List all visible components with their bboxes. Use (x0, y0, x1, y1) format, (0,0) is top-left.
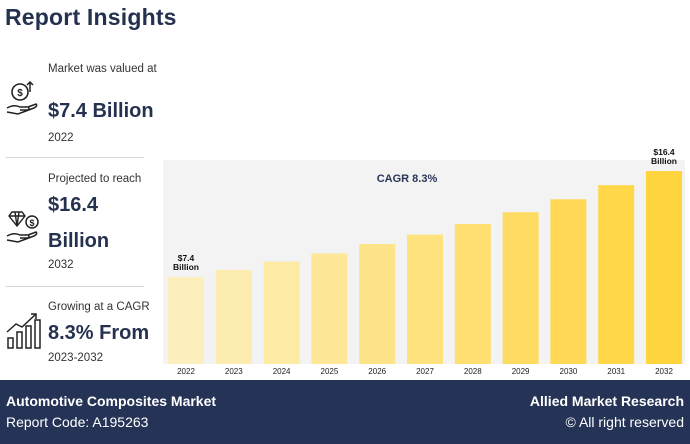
bar-2026 (359, 244, 396, 364)
stat-projected: $ Projected to reach $16.4 Billion 2032 (0, 168, 150, 278)
stat-year: 2032 (48, 259, 74, 271)
svg-text:$: $ (17, 88, 23, 99)
x-tick-label: 2031 (607, 367, 625, 376)
copyright: © All right reserved (565, 414, 684, 430)
data-label: $7.4 (178, 253, 195, 263)
stat-label: Market was valued at (48, 63, 157, 75)
chart-title: CAGR 8.3% (377, 173, 438, 185)
bar-2031 (598, 185, 635, 364)
divider (6, 286, 144, 287)
x-tick-label: 2024 (273, 367, 291, 376)
stat-label: Growing at a CAGR (48, 301, 150, 313)
stat-value: $7.4 Billion (48, 100, 154, 122)
x-tick-label: 2022 (177, 367, 195, 376)
bar-2025 (311, 253, 348, 364)
stat-cagr: Growing at a CAGR 8.3% From 2023-2032 (0, 296, 150, 371)
bar-2022 (168, 276, 204, 364)
stat-value: Billion (48, 230, 110, 252)
bar-2029 (502, 212, 539, 364)
page-title: Report Insights (5, 4, 177, 30)
data-label: $16.4 (653, 147, 675, 157)
x-tick-label: 2027 (416, 367, 434, 376)
money-hand-icon: $ (6, 80, 38, 115)
stat-value: $16.4 (48, 194, 99, 216)
x-tick-label: 2023 (225, 367, 243, 376)
brand-name: Allied Market Research (529, 393, 684, 409)
x-tick-label: 2026 (368, 367, 386, 376)
x-tick-label: 2029 (512, 367, 530, 376)
bar-2030 (550, 199, 587, 364)
footer: Automotive Composites Market Report Code… (0, 380, 690, 444)
market-name: Automotive Composites Market (6, 393, 217, 409)
diamond-hand-icon: $ (6, 211, 39, 243)
svg-text:$: $ (29, 218, 34, 228)
divider (6, 157, 144, 158)
data-label: Billion (651, 156, 677, 166)
x-tick-label: 2030 (560, 367, 578, 376)
x-tick-label: 2025 (321, 367, 339, 376)
bar-2023 (215, 269, 252, 364)
stat-year: 2023-2032 (48, 352, 103, 364)
bar-2027 (407, 234, 443, 364)
x-tick-label: 2032 (655, 367, 673, 376)
bar-chart: 2022 2023 2024 2025 2026 2027 2028 2029 2030 2031… (168, 147, 682, 376)
bar-2028 (454, 224, 491, 364)
stat-label: Projected to reach (48, 173, 142, 185)
bar-2024 (263, 261, 300, 364)
report-code: Report Code: A195263 (6, 414, 149, 430)
stat-year: 2022 (48, 132, 74, 144)
x-tick-label: 2028 (464, 367, 482, 376)
stat-value: 8.3% From (48, 322, 150, 344)
bar-2032 (646, 171, 682, 364)
stat-market-valued: $ Market was valued at $7.4 Billion 2022 (0, 58, 157, 148)
growth-chart-icon (6, 313, 41, 349)
data-label: Billion (173, 262, 199, 272)
